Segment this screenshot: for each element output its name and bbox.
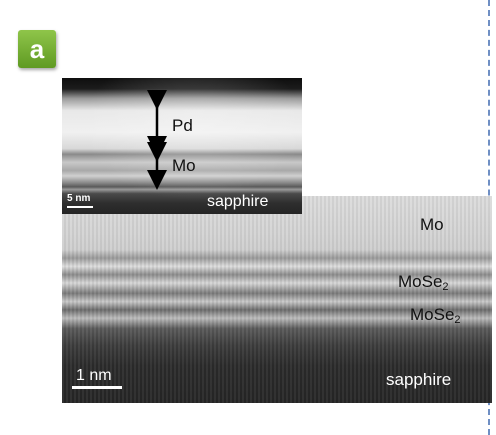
- main-layer-mose2-lower-sub: 2: [454, 314, 461, 326]
- main-layer-mose2-upper-base: MoSe: [398, 272, 443, 291]
- inset-micrograph: [62, 78, 302, 214]
- main-layer-mose2-upper-sub: 2: [442, 281, 449, 293]
- main-scale-bar-label: 1 nm: [76, 367, 112, 384]
- main-scale-bar: [72, 386, 122, 389]
- panel-label: a: [29, 33, 45, 64]
- main-layer-mose2-upper-label: MoSe2: [398, 272, 449, 293]
- inset-scale-bar: [67, 206, 93, 208]
- inset-scale-bar-label: 5 nm: [67, 193, 91, 204]
- inset-layer-mo-label: Mo: [172, 156, 196, 175]
- main-layer-mose2-lower-base: MoSe: [410, 305, 455, 324]
- panel-label-badge: a: [18, 30, 56, 68]
- main-substrate-label: sapphire: [386, 370, 452, 389]
- inset-layer-pd-label: Pd: [172, 116, 193, 135]
- main-micrograph: [62, 196, 492, 403]
- main-layer-mo-label: Mo: [420, 215, 444, 234]
- main-layer-mose2-lower-label: MoSe2: [410, 305, 461, 326]
- inset-substrate-label: sapphire: [207, 193, 269, 210]
